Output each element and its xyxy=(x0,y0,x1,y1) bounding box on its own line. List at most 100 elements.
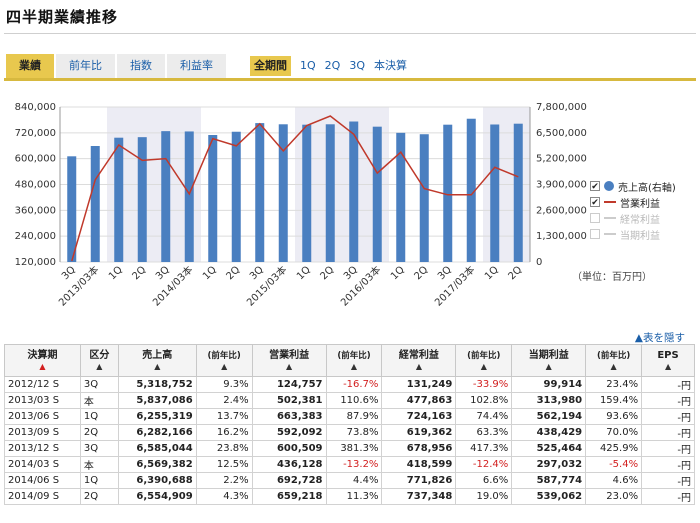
table-cell: 477,863 xyxy=(381,392,457,409)
column-header[interactable]: 売上高 ▲ xyxy=(117,344,197,377)
legend-label: 経常利益 xyxy=(620,214,660,226)
checkbox-unchecked-icon[interactable] xyxy=(590,213,600,223)
page-title: 四半期業績推移 xyxy=(6,8,119,26)
column-header-label: EPS xyxy=(657,350,679,361)
checkbox-checked-icon[interactable]: ✔ xyxy=(590,181,600,192)
column-header[interactable]: 区分 ▲ xyxy=(79,344,119,377)
sort-arrow-icon[interactable]: ▲ xyxy=(96,362,103,371)
sort-arrow-icon[interactable]: ▲ xyxy=(610,362,617,371)
x-axis-tick: 3Q xyxy=(342,264,360,282)
table-cell: 417.3% xyxy=(455,440,513,457)
sort-arrow-icon[interactable]: ▲ xyxy=(221,362,228,371)
sales-bar xyxy=(513,123,523,262)
table-cell: 1Q xyxy=(79,408,119,425)
sort-arrow-icon[interactable]: ▲ xyxy=(350,362,358,371)
table-cell: 425.9% xyxy=(585,440,643,457)
sort-arrow-icon[interactable]: ▲ xyxy=(480,362,487,371)
sales-bar xyxy=(419,134,429,262)
sort-arrow-icon[interactable]: ▲ xyxy=(545,362,552,371)
table-cell: 11.3% xyxy=(325,488,383,505)
table-header-row: 決算期 ▲ 区分 ▲ 売上高 ▲ (前年比) ▲ 営業利益 ▲ (前年比) ▲ 経常利益 ▲ (前年比) ▲ 当… xyxy=(4,344,695,377)
column-header[interactable]: (前年比) ▲ xyxy=(585,344,643,377)
column-header[interactable]: EPS ▲ xyxy=(641,344,695,377)
left-axis-tick: 720,000 xyxy=(15,128,56,139)
table-cell: 2013/03 S xyxy=(4,392,81,409)
checkbox-unchecked-icon[interactable] xyxy=(590,229,600,239)
legend-item-operating-profit[interactable]: ✔ 営業利益 xyxy=(590,194,676,210)
column-header[interactable]: (前年比) ▲ xyxy=(325,344,383,377)
sort-arrow-icon[interactable]: ▲ xyxy=(154,362,161,371)
period-filter: 全期間 1Q 2Q 3Q 本決算 xyxy=(250,56,416,76)
table-cell: 2013/09 S xyxy=(4,424,81,441)
table-cell: 本 xyxy=(79,392,119,409)
x-axis-tick: 2015/03本 xyxy=(244,263,290,309)
x-axis-tick: 2016/03本 xyxy=(338,263,384,309)
chart-legend: ✔ 売上高(右軸) ✔ 営業利益 経常利益 当期利益 xyxy=(590,178,676,242)
sort-arrow-icon[interactable]: ▲ xyxy=(286,362,293,371)
table-cell: -13.2% xyxy=(325,456,383,473)
period-all[interactable]: 全期間 xyxy=(250,56,291,76)
table-cell: -12.4% xyxy=(455,456,513,473)
tab-index[interactable]: 指数 xyxy=(117,54,165,78)
x-axis-tick: 1Q xyxy=(389,264,407,282)
x-axis-tick: 2Q xyxy=(507,264,525,282)
column-header[interactable]: 営業利益 ▲ xyxy=(251,344,327,377)
column-header[interactable]: 当期利益 ▲ xyxy=(511,344,587,377)
table-cell: 102.8% xyxy=(455,392,513,409)
earnings-table: 決算期 ▲ 区分 ▲ 売上高 ▲ (前年比) ▲ 営業利益 ▲ (前年比) ▲ 経常利益 ▲ (前年比) ▲ 当… xyxy=(4,344,695,505)
tab-performance[interactable]: 業績 xyxy=(6,54,54,78)
hide-table-link[interactable]: ▲表を隠す xyxy=(634,332,685,344)
table-cell: -円 xyxy=(641,472,695,489)
left-axis-tick: 360,000 xyxy=(15,205,56,216)
column-header[interactable]: (前年比) ▲ xyxy=(455,344,513,377)
table-cell: 23.8% xyxy=(195,440,253,457)
legend-item-sales[interactable]: ✔ 売上高(右軸) xyxy=(590,178,676,194)
tab-yoy[interactable]: 前年比 xyxy=(56,54,115,78)
sort-arrow-icon[interactable]: ▲ xyxy=(664,362,672,371)
table-cell: 418,599 xyxy=(381,456,457,473)
column-header-label: 売上高 xyxy=(142,350,173,361)
table-cell: 本 xyxy=(79,456,119,473)
legend-label: 営業利益 xyxy=(620,198,660,210)
table-cell: -円 xyxy=(641,456,695,473)
sales-bar xyxy=(443,124,453,262)
period-2q[interactable]: 2Q xyxy=(324,59,341,72)
sort-arrow-icon[interactable]: ▲ xyxy=(415,362,422,371)
period-3q[interactable]: 3Q xyxy=(349,59,366,72)
table-cell: -33.9% xyxy=(455,376,513,393)
checkbox-checked-icon[interactable]: ✔ xyxy=(590,197,600,208)
sort-arrow-icon[interactable]: ▲ xyxy=(39,362,46,371)
legend-item-ordinary-profit[interactable]: 経常利益 xyxy=(590,210,676,226)
sales-bar xyxy=(255,123,265,262)
legend-label: 売上高(右軸) xyxy=(618,182,676,194)
table-cell: 381.3% xyxy=(325,440,383,457)
x-axis-tick: 3Q xyxy=(436,264,454,282)
x-axis-tick: 3Q xyxy=(60,264,78,282)
right-axis-tick: 0 xyxy=(536,257,542,268)
table-cell: 70.0% xyxy=(585,424,643,441)
table-cell: 3Q xyxy=(79,376,119,393)
table-cell: 12.5% xyxy=(195,456,253,473)
tab-margin[interactable]: 利益率 xyxy=(167,54,226,78)
table-cell: 600,509 xyxy=(251,440,327,457)
table-cell: 663,383 xyxy=(251,408,327,425)
column-header[interactable]: (前年比) ▲ xyxy=(195,344,253,377)
column-header[interactable]: 経常利益 ▲ xyxy=(381,344,457,377)
left-axis-tick: 600,000 xyxy=(15,154,56,165)
table-row: 2013/09 S 2Q 6,282,166 16.2% 592,092 73.8% 619… xyxy=(4,424,695,441)
table-cell: 525,464 xyxy=(511,440,587,457)
table-cell: 2013/12 S xyxy=(4,440,81,457)
table-cell: 6,282,166 xyxy=(117,424,197,441)
column-header[interactable]: 決算期 ▲ xyxy=(4,344,81,377)
table-cell: 4.6% xyxy=(585,472,643,489)
table-cell: 619,362 xyxy=(381,424,457,441)
period-annual[interactable]: 本決算 xyxy=(374,59,408,72)
table-cell: 13.7% xyxy=(195,408,253,425)
table-cell: 3Q xyxy=(79,440,119,457)
legend-item-net-profit[interactable]: 当期利益 xyxy=(590,226,676,242)
period-1q[interactable]: 1Q xyxy=(300,59,316,72)
sales-bar xyxy=(490,124,500,262)
table-cell: 6,585,044 xyxy=(117,440,197,457)
sales-bar xyxy=(208,135,218,262)
table-cell: 678,956 xyxy=(381,440,457,457)
